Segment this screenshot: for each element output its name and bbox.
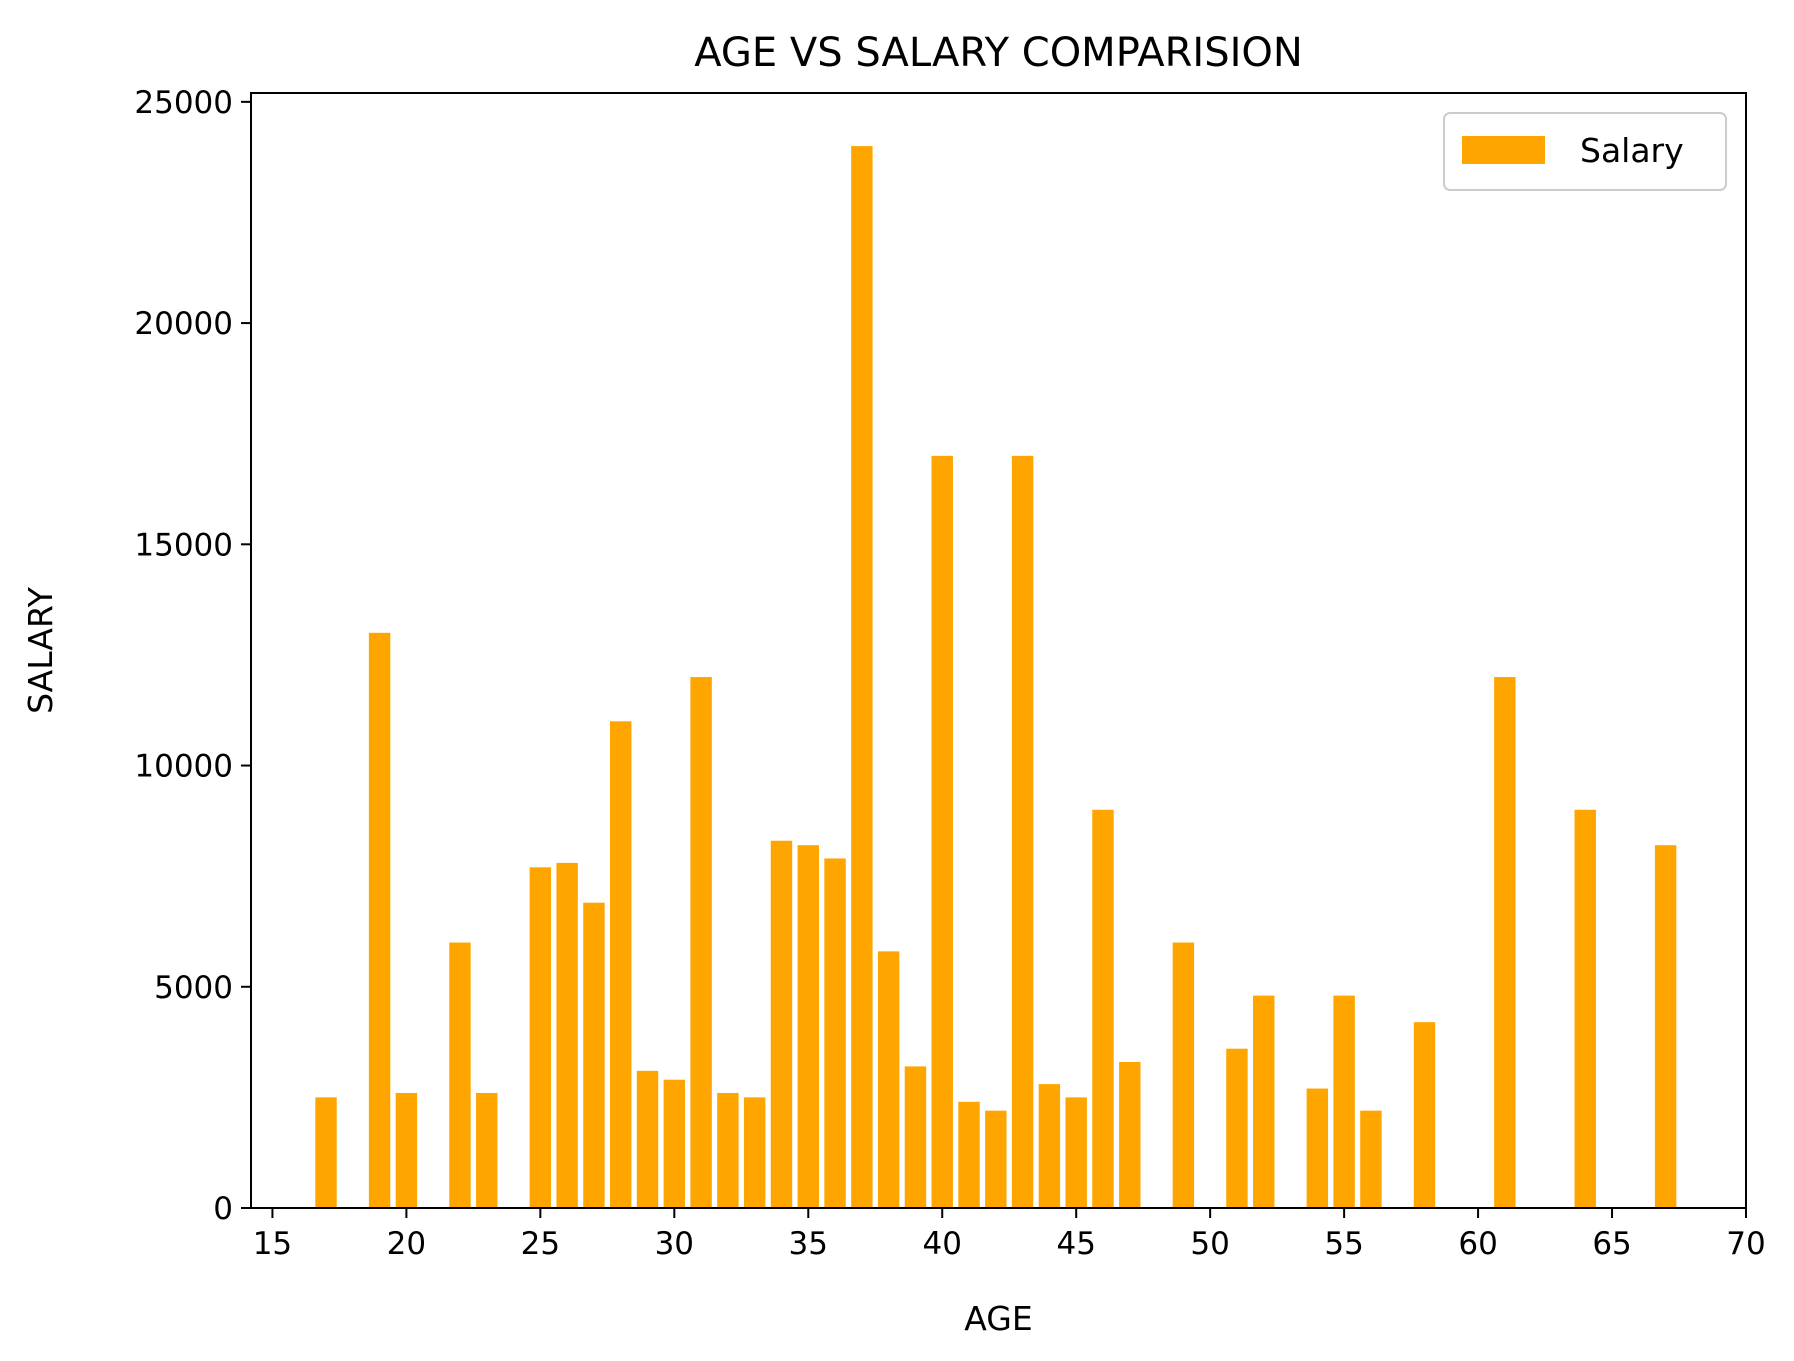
bar-age-39: [904, 1066, 927, 1208]
x-tick-label-50: 50: [1190, 1226, 1229, 1262]
chart-title: AGE VS SALARY COMPARISION: [694, 30, 1303, 76]
bar-age-49: [1172, 942, 1195, 1208]
bar-age-20: [395, 1092, 418, 1208]
bar-age-32: [717, 1092, 739, 1208]
bar-age-56: [1360, 1110, 1382, 1208]
bar-age-42: [985, 1110, 1007, 1208]
x-tick-label-65: 65: [1592, 1226, 1631, 1262]
y-axis: 0 5000 10000 15000 20000 25000: [134, 85, 251, 1227]
bar-age-64: [1574, 809, 1596, 1208]
bar-age-51: [1226, 1048, 1248, 1208]
bar-age-28: [610, 721, 632, 1208]
x-tick-label-15: 15: [253, 1226, 292, 1262]
bar-age-27: [583, 902, 605, 1208]
bar-age-34: [770, 840, 793, 1208]
y-tick-label-20000: 20000: [134, 306, 233, 342]
bar-age-31: [690, 677, 712, 1208]
bar-age-46: [1092, 809, 1114, 1208]
x-axis: 15 20 25 30 35 40 45 50 55 60 65 70: [253, 1208, 1766, 1262]
bar-age-45: [1065, 1097, 1087, 1208]
x-tick-label-40: 40: [923, 1226, 962, 1262]
x-tick-label-45: 45: [1056, 1226, 1095, 1262]
bar-age-17: [315, 1097, 337, 1208]
x-tick-label-60: 60: [1458, 1226, 1497, 1262]
bar-age-67: [1654, 845, 1677, 1208]
bar-age-29: [636, 1070, 659, 1208]
x-tick-label-55: 55: [1324, 1226, 1363, 1262]
y-tick-label-10000: 10000: [134, 749, 233, 785]
bar-age-54: [1306, 1088, 1329, 1208]
bar-age-30: [663, 1079, 686, 1208]
bar-age-52: [1253, 995, 1275, 1208]
bar-age-26: [556, 862, 578, 1208]
y-tick-label-0: 0: [213, 1191, 233, 1227]
x-tick-label-30: 30: [655, 1226, 694, 1262]
bar-age-40: [931, 455, 953, 1208]
y-tick-label-5000: 5000: [154, 970, 233, 1006]
bar-age-37: [851, 146, 873, 1209]
bar-age-38: [877, 951, 900, 1208]
y-tick-label-25000: 25000: [134, 85, 233, 121]
legend-label-salary: Salary: [1580, 131, 1684, 170]
bar-age-43: [1011, 455, 1034, 1208]
legend-swatch-salary: [1462, 136, 1545, 164]
bar-age-23: [476, 1092, 498, 1208]
legend: Salary: [1443, 112, 1727, 191]
bar-age-58: [1413, 1022, 1436, 1208]
bar-age-41: [958, 1101, 980, 1208]
bar-age-19: [368, 632, 391, 1208]
bar-age-25: [529, 867, 552, 1208]
bar-age-44: [1038, 1084, 1061, 1208]
bar-age-36: [824, 858, 846, 1208]
bar-age-33: [743, 1097, 766, 1208]
bar-age-55: [1333, 995, 1355, 1208]
y-axis-title: SALARY: [21, 586, 60, 714]
bar-age-22: [449, 942, 471, 1208]
x-tick-label-70: 70: [1726, 1226, 1765, 1262]
bars-layer: [315, 146, 1677, 1209]
bar-age-35: [797, 845, 819, 1208]
bar-age-61: [1494, 677, 1516, 1208]
x-tick-label-35: 35: [789, 1226, 828, 1262]
x-tick-label-20: 20: [387, 1226, 426, 1262]
x-axis-title: AGE: [964, 1299, 1032, 1338]
plot-frame: [250, 92, 1747, 1209]
legend-box: [1443, 112, 1727, 191]
y-tick-label-15000: 15000: [134, 527, 233, 563]
bar-age-47: [1119, 1061, 1141, 1208]
x-tick-label-25: 25: [521, 1226, 560, 1262]
